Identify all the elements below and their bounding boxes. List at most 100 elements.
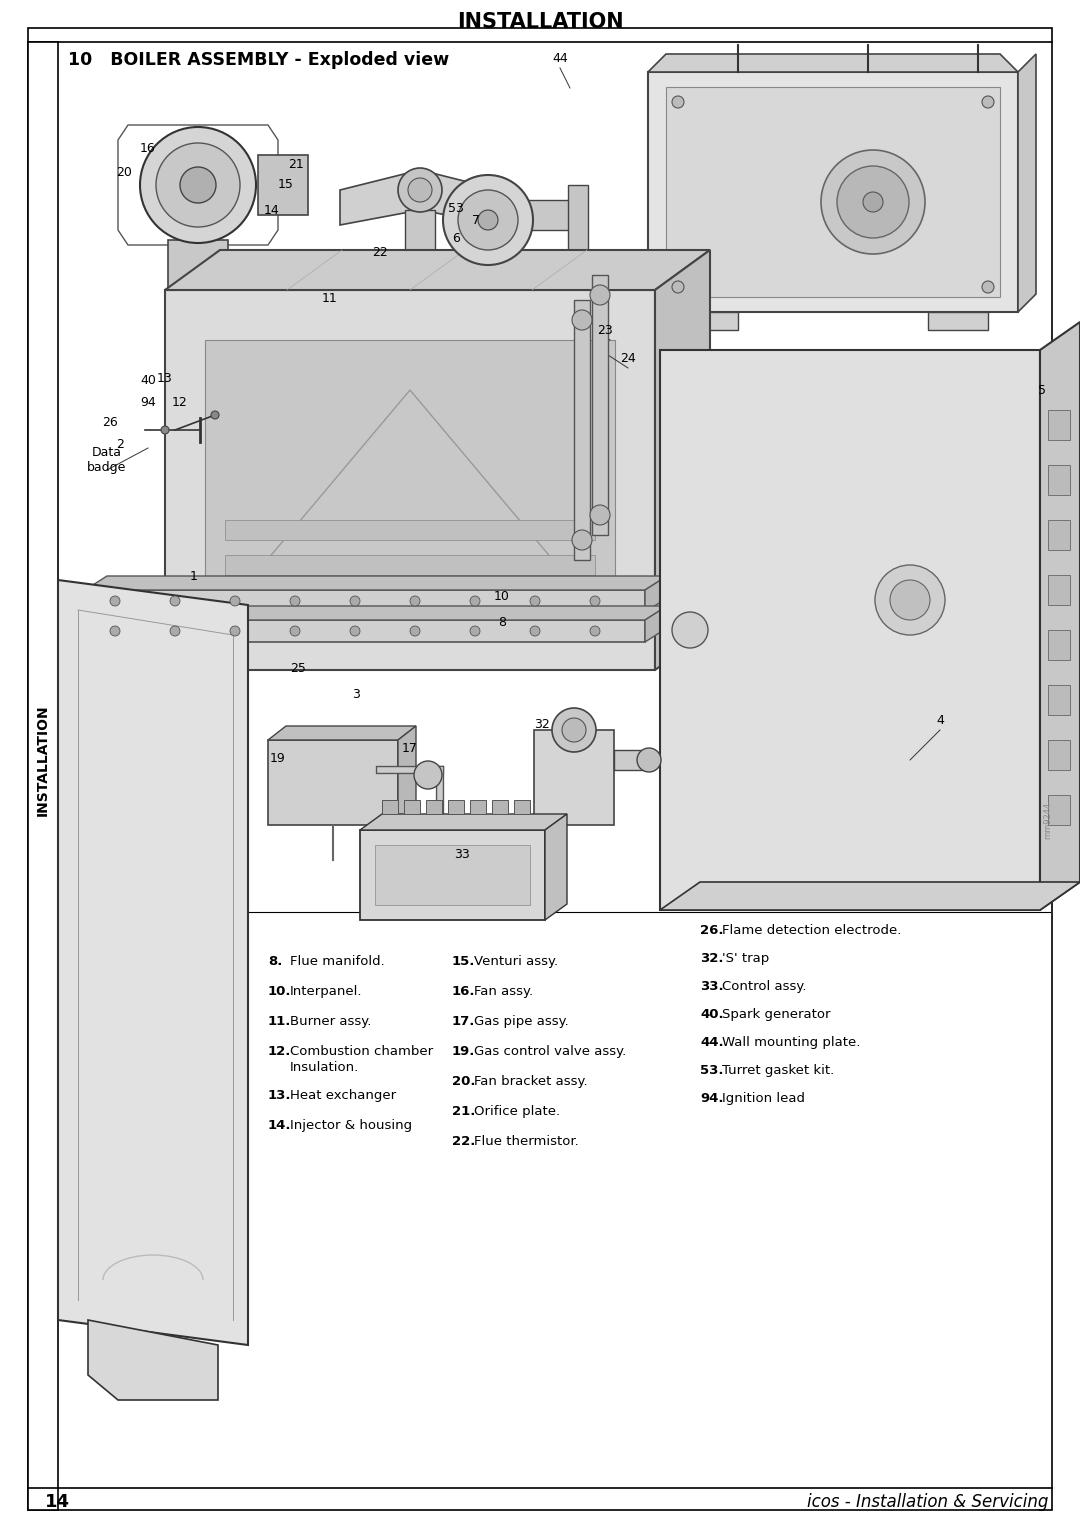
Polygon shape <box>1040 322 1080 911</box>
Text: 5: 5 <box>1038 384 1047 396</box>
Text: Return pipe.: Return pipe. <box>87 1105 168 1118</box>
Text: Injector & housing: Injector & housing <box>291 1118 413 1132</box>
Bar <box>1048 685 1070 715</box>
Text: 3: 3 <box>352 689 360 701</box>
Text: Insulation.: Insulation. <box>291 1060 360 1074</box>
Bar <box>28 41 58 1510</box>
Polygon shape <box>473 260 503 350</box>
Text: Burner assy.: Burner assy. <box>291 1015 372 1028</box>
Text: Flow pipe.: Flow pipe. <box>87 1135 154 1148</box>
Text: INSTALLATION: INSTALLATION <box>36 704 50 816</box>
Text: Combustion chamber: Combustion chamber <box>291 1045 433 1057</box>
Polygon shape <box>534 730 615 825</box>
Text: 2.: 2. <box>65 986 79 998</box>
Polygon shape <box>165 251 710 290</box>
Circle shape <box>590 504 610 526</box>
Text: Sump cover plate.: Sump cover plate. <box>87 1015 208 1028</box>
Polygon shape <box>85 576 667 590</box>
Text: 24: 24 <box>620 351 636 365</box>
Polygon shape <box>660 350 1040 911</box>
Text: 32: 32 <box>535 718 550 732</box>
Circle shape <box>408 177 432 202</box>
Text: 11.: 11. <box>268 1015 292 1028</box>
Text: LEGEND: LEGEND <box>65 923 133 938</box>
Polygon shape <box>654 251 710 669</box>
Text: 22: 22 <box>373 246 388 258</box>
Polygon shape <box>545 814 567 920</box>
Circle shape <box>478 209 498 231</box>
Circle shape <box>552 707 596 752</box>
Circle shape <box>637 749 661 772</box>
Text: 20: 20 <box>116 167 132 179</box>
Text: 14.: 14. <box>268 1118 292 1132</box>
Text: 24.: 24. <box>700 868 724 882</box>
Polygon shape <box>648 53 1018 72</box>
Circle shape <box>399 168 442 212</box>
Text: INSTALLATION: INSTALLATION <box>457 12 623 32</box>
Polygon shape <box>58 581 248 1345</box>
Circle shape <box>672 96 684 108</box>
Circle shape <box>230 626 240 636</box>
Text: 7.: 7. <box>65 1135 79 1148</box>
Circle shape <box>590 596 600 607</box>
Text: 94: 94 <box>140 396 156 408</box>
Text: 10: 10 <box>494 590 510 602</box>
Circle shape <box>821 150 924 254</box>
Text: Sealing panel: Sealing panel <box>87 986 177 998</box>
Polygon shape <box>399 726 416 825</box>
Polygon shape <box>85 590 645 613</box>
Polygon shape <box>592 275 608 535</box>
Text: 12.: 12. <box>268 1045 292 1057</box>
Circle shape <box>890 581 930 620</box>
Text: 17: 17 <box>402 741 418 755</box>
Circle shape <box>110 596 120 607</box>
Bar <box>1048 795 1070 825</box>
Circle shape <box>230 596 240 607</box>
Polygon shape <box>573 299 590 559</box>
Text: 5.: 5. <box>65 1076 79 1088</box>
Text: 16.: 16. <box>453 986 475 998</box>
Text: 94.: 94. <box>700 1093 724 1105</box>
Text: icos - Installation & Servicing: icos - Installation & Servicing <box>807 1493 1048 1511</box>
Text: Control thermistor.: Control thermistor. <box>723 840 847 853</box>
Text: 7: 7 <box>472 214 480 226</box>
Circle shape <box>156 144 240 228</box>
Text: 25: 25 <box>291 662 306 674</box>
Text: 23.: 23. <box>700 840 724 853</box>
Bar <box>1048 465 1070 495</box>
Circle shape <box>170 596 180 607</box>
Circle shape <box>170 626 180 636</box>
Text: 6: 6 <box>453 232 460 244</box>
Text: 21: 21 <box>288 159 303 171</box>
Circle shape <box>572 310 592 330</box>
Circle shape <box>470 596 480 607</box>
Polygon shape <box>1018 53 1036 312</box>
Polygon shape <box>360 814 567 830</box>
Circle shape <box>110 626 120 636</box>
Text: Bottom casing panel.: Bottom casing panel. <box>87 1045 229 1057</box>
Circle shape <box>140 127 256 243</box>
Circle shape <box>291 626 300 636</box>
Text: 1.: 1. <box>65 955 79 969</box>
Text: 53.: 53. <box>700 1063 724 1077</box>
Circle shape <box>672 613 708 648</box>
Polygon shape <box>340 170 500 225</box>
Text: Gas pipe assy.: Gas pipe assy. <box>474 1015 569 1028</box>
Text: 40.: 40. <box>700 1008 724 1021</box>
Circle shape <box>291 596 300 607</box>
Text: 26.: 26. <box>700 924 724 937</box>
Text: 6.: 6. <box>65 1105 79 1118</box>
Circle shape <box>470 626 480 636</box>
Text: Wall mounting plate.: Wall mounting plate. <box>723 1036 861 1050</box>
Text: Heat exchanger: Heat exchanger <box>291 1089 396 1102</box>
Circle shape <box>350 626 360 636</box>
Polygon shape <box>168 240 228 306</box>
Polygon shape <box>645 576 667 613</box>
Text: Data
badge: Data badge <box>87 446 126 474</box>
Text: 20.: 20. <box>453 1076 475 1088</box>
Text: 44.: 44. <box>700 1036 724 1050</box>
Circle shape <box>562 718 586 743</box>
Polygon shape <box>645 607 667 642</box>
Text: 14: 14 <box>45 1493 70 1511</box>
Text: 11: 11 <box>322 292 338 304</box>
